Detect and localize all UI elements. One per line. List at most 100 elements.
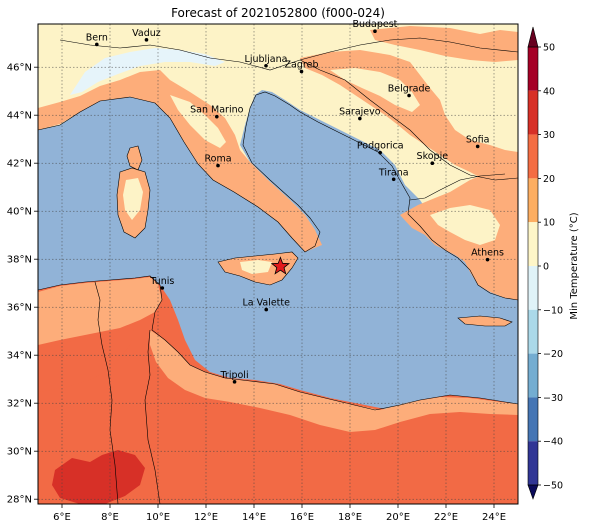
colorbar-segment <box>528 353 538 398</box>
lat-tick-label: 44°N <box>7 111 32 122</box>
colorbar-segment <box>528 222 538 266</box>
lat-tick-label: 38°N <box>7 255 32 266</box>
libya-coast-mild <box>150 330 518 432</box>
border-balkans <box>299 59 518 181</box>
lat-tick-label: 34°N <box>7 351 32 362</box>
star-marker-icon <box>270 256 291 275</box>
city-label: Tirana <box>378 167 409 178</box>
city-dot <box>378 150 383 155</box>
graticule <box>38 24 518 504</box>
colorbar-tick-label: −20 <box>543 349 563 360</box>
colorbar-tick-label: 10 <box>543 218 555 229</box>
city-dot <box>160 286 165 290</box>
city-label: Podgorica <box>357 141 404 152</box>
balkan-mild <box>300 50 518 190</box>
lon-tick-label: 8°E <box>101 512 119 523</box>
border-greece <box>409 173 506 201</box>
coastline-adriatic-east <box>299 111 518 301</box>
lon-tick-label: 12°E <box>194 512 218 523</box>
colorbar-segment <box>528 441 538 485</box>
city-dot <box>299 69 304 74</box>
sicily-cool <box>240 260 272 274</box>
colorbar-tick-label: 20 <box>543 174 555 185</box>
colorbar: 50 40 30 20 10 0 −10 −20 −30 −40 −50 Min Temperatur… <box>527 26 580 500</box>
lon-tick-label: 22°E <box>434 512 458 523</box>
city-dot <box>216 163 220 168</box>
city-label: Zagreb <box>285 60 319 71</box>
colorbar-segment <box>528 397 538 442</box>
colorbar-segment <box>528 47 538 91</box>
location-marker <box>270 256 291 275</box>
lon-tick-label: 6°E <box>53 512 71 523</box>
lat-tick-label: 30°N <box>7 447 32 458</box>
sardinia-cool <box>123 178 143 220</box>
city-label: Sofia <box>466 134 490 145</box>
colorbar-segment <box>528 266 538 310</box>
city-dot <box>358 116 362 121</box>
coastline-sardinia <box>116 167 151 239</box>
colorbar-segment <box>528 178 538 223</box>
city-label: Sarajevo <box>339 107 381 118</box>
city-label: La Valette <box>242 298 290 309</box>
city-dot <box>95 42 99 47</box>
city-label: Belgrade <box>388 84 431 95</box>
colorbar-tick-label: −30 <box>543 393 563 404</box>
coastline-corsica <box>126 145 143 171</box>
colorbar-extend-max <box>527 26 539 48</box>
city-dot <box>144 38 149 42</box>
city-dot <box>232 380 237 384</box>
alps-snow <box>70 48 225 95</box>
border-tunisia-libya <box>144 329 161 504</box>
colorbar-tick-label: 50 <box>543 43 555 54</box>
city-label: Vaduz <box>132 28 161 39</box>
city-dot <box>485 257 490 262</box>
city-dot <box>475 144 480 149</box>
map-axes: 6°E 8°E 10°E 12°E 14°E 16°E 18°E 20°E 22°E 24°E 28… <box>7 63 506 523</box>
colorbar-tick-label: 30 <box>543 130 555 141</box>
map-frame <box>37 23 519 505</box>
corsica <box>127 146 142 170</box>
lon-tick-label: 10°E <box>146 512 170 523</box>
lon-tick-label: 20°E <box>386 512 410 523</box>
city-label: Bern <box>86 32 108 43</box>
city-dot <box>215 114 219 119</box>
city-dot <box>430 161 435 165</box>
colorbar-tick-label: −50 <box>543 481 563 492</box>
colorbar-tick-label: 40 <box>543 86 555 97</box>
lat-tick-label: 42°N <box>7 159 32 170</box>
city-label: Athens <box>471 248 504 259</box>
colorbar-segment <box>528 90 538 135</box>
city-label: Skopje <box>417 151 449 162</box>
hungary-mild <box>370 26 518 62</box>
lon-tick-label: 14°E <box>242 512 266 523</box>
city-label: Tunis <box>149 276 174 287</box>
lat-tick-label: 32°N <box>7 399 32 410</box>
city-dot <box>264 63 268 68</box>
coastline-sicily <box>217 251 299 286</box>
lon-tick-label: 16°E <box>290 512 314 523</box>
coastline-italy <box>38 91 321 253</box>
city-label: Ljubljana <box>245 54 288 65</box>
greece-cool-inner <box>430 205 500 245</box>
colorbar-tick-label: −40 <box>543 437 563 448</box>
northern-land-cool-inner <box>170 95 226 148</box>
tunisia-coast-mild <box>38 277 162 345</box>
colorbar-segment <box>528 309 538 354</box>
lat-tick-label: 36°N <box>7 303 32 314</box>
colorbar-label: Min Temperature (°C) <box>569 212 580 319</box>
colorbar-tick-label: −10 <box>543 305 563 316</box>
lat-tick-label: 28°N <box>7 495 32 506</box>
city-label: Roma <box>204 154 231 165</box>
crete <box>458 316 512 326</box>
sahara-hot <box>52 450 145 504</box>
map-title: Forecast of 2021052800 (f000-024) <box>171 6 385 20</box>
lon-tick-label: 24°E <box>482 512 506 523</box>
city-dot <box>373 29 377 33</box>
coastline-layer <box>38 37 518 504</box>
city-dot <box>407 93 411 98</box>
colorbar-segment <box>528 134 538 179</box>
city-label: Budapest <box>352 19 397 30</box>
city-label: Tripoli <box>220 370 249 381</box>
city-dot <box>391 177 396 182</box>
